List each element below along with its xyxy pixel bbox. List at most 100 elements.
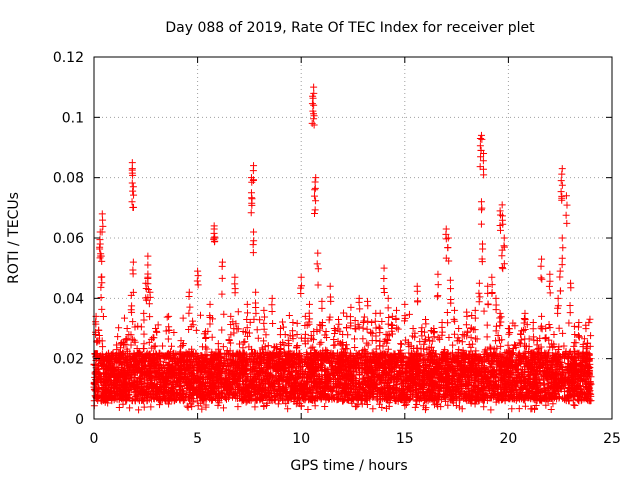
band-point [571, 402, 579, 410]
band-point [251, 403, 259, 411]
band-point [480, 403, 488, 411]
band-point [220, 310, 228, 318]
band-point [565, 319, 573, 327]
band-point [378, 318, 386, 326]
band-point [559, 329, 567, 337]
band-point [483, 333, 491, 341]
band-point [321, 403, 329, 411]
band-point [523, 321, 531, 329]
band-point [394, 325, 402, 333]
band-point [586, 315, 594, 323]
band-point [418, 324, 426, 332]
band-point [234, 403, 242, 411]
band-point [196, 311, 204, 319]
band-point [480, 307, 488, 315]
band-point [130, 336, 138, 344]
band-point [185, 325, 193, 333]
band-point [375, 323, 383, 331]
band-point [384, 345, 392, 353]
band-point [487, 406, 495, 414]
chart-title: Day 088 of 2019, Rate Of TEC Index for r… [165, 20, 535, 36]
band-point [443, 308, 451, 316]
band-point [285, 311, 293, 319]
band-point [385, 332, 393, 340]
band-point [241, 338, 249, 346]
band-point [521, 402, 529, 410]
band-point [278, 318, 286, 326]
band-point [585, 319, 593, 327]
band-point [264, 342, 272, 350]
band-point [135, 406, 143, 414]
band-point [331, 341, 339, 349]
band-point [309, 336, 317, 344]
band-point [483, 321, 491, 329]
band-point [449, 341, 457, 349]
band-point [570, 401, 578, 409]
band-point [508, 405, 516, 413]
band-point [360, 313, 368, 321]
band-point [168, 342, 176, 350]
band-point [518, 327, 526, 335]
band-point [253, 326, 261, 334]
band-point [234, 308, 242, 316]
band-point [220, 404, 228, 412]
band-point [208, 333, 216, 341]
band-point [369, 405, 377, 413]
band-point [444, 401, 452, 409]
band-point [506, 329, 514, 337]
band-point [115, 324, 123, 332]
band-point [192, 326, 200, 334]
band-point [304, 406, 312, 414]
band-point [445, 334, 453, 342]
data-points [90, 83, 595, 414]
band-point [339, 309, 347, 317]
band-point [179, 342, 187, 350]
band-point [570, 322, 578, 330]
band-point [555, 324, 563, 332]
band-point [99, 312, 107, 320]
band-point [297, 402, 305, 410]
band-point [125, 331, 133, 339]
band-point [330, 336, 338, 344]
band-point [309, 343, 317, 351]
band-point [139, 345, 147, 353]
grid [94, 57, 612, 419]
band-point [219, 343, 227, 351]
band-point [115, 404, 123, 412]
band-point [436, 335, 444, 343]
band-point [497, 342, 505, 350]
band-point [367, 328, 375, 336]
band-point [316, 340, 324, 348]
band-point [546, 324, 554, 332]
band-point [159, 342, 167, 350]
band-point [405, 310, 413, 318]
band-point [163, 313, 171, 321]
band-point [262, 331, 270, 339]
band-point [382, 404, 390, 412]
band-point [421, 328, 429, 336]
band-point [582, 325, 590, 333]
band-point [284, 405, 292, 413]
band-point [114, 333, 122, 341]
band-point [547, 405, 555, 413]
band-point [254, 334, 262, 342]
band-point [574, 332, 582, 340]
band-point [246, 318, 254, 326]
band-point [149, 334, 157, 342]
band-point [398, 340, 406, 348]
band-point [519, 383, 527, 391]
band-point [260, 319, 268, 327]
band-point [554, 346, 562, 354]
band-point [487, 344, 495, 352]
band-point [218, 326, 226, 334]
band-point [189, 317, 197, 325]
band-point [317, 338, 325, 346]
band-point [293, 319, 301, 327]
band-point [544, 396, 552, 404]
band-point [179, 314, 187, 322]
band-point [133, 345, 141, 353]
band-point [152, 324, 160, 332]
band-point [137, 323, 145, 331]
band-point [490, 345, 498, 353]
